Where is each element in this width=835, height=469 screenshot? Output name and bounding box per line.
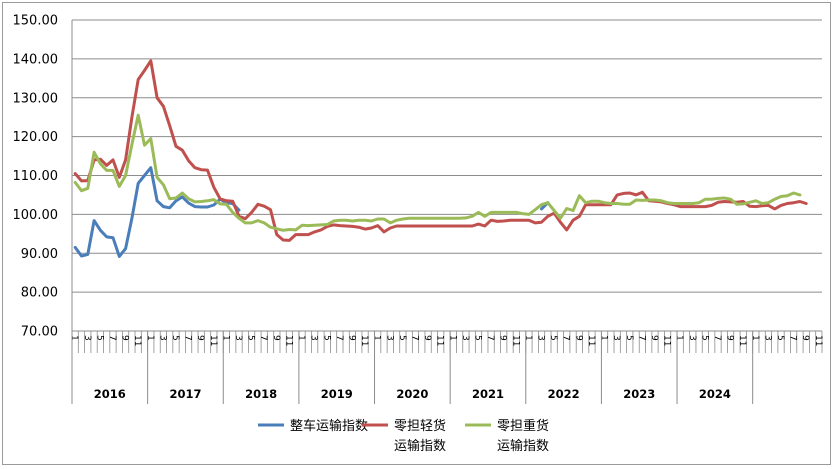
month-label: 9	[800, 335, 810, 341]
month-label: 11	[813, 335, 823, 346]
legend-label: 运输指数	[394, 438, 446, 454]
month-label: 7	[485, 335, 495, 341]
y-tick-label: 80.00	[21, 286, 58, 301]
month-label: 7	[183, 335, 193, 341]
month-label: 1	[599, 335, 609, 341]
month-label: 7	[636, 335, 646, 341]
month-label: 9	[195, 335, 205, 341]
legend-label: 整车运输指数	[290, 418, 368, 434]
series-line	[73, 166, 241, 258]
y-axis: 70.00 80.00 90.00 100.00 110.00 120.00 130.00 1…	[13, 14, 73, 340]
month-label: 9	[271, 335, 281, 341]
legend-label: 运输指数	[497, 438, 549, 454]
year-label: 2022	[548, 387, 580, 401]
series-lines	[73, 59, 808, 258]
month-label: 3	[460, 335, 470, 341]
year-label: 2018	[245, 387, 277, 401]
series-line	[73, 113, 802, 232]
month-label: 3	[233, 335, 243, 341]
month-label: 11	[359, 335, 369, 346]
legend-item: 整车运输指数	[258, 418, 368, 434]
month-label: 1	[69, 335, 79, 341]
month-label: 7	[409, 335, 419, 341]
month-label: 5	[170, 335, 180, 341]
month-label: 5	[624, 335, 634, 341]
month-label: 9	[573, 335, 583, 341]
month-label: 1	[220, 335, 230, 341]
month-label: 1	[523, 335, 533, 341]
month-label: 3	[762, 335, 772, 341]
month-label: 1	[674, 335, 684, 341]
year-label: 2016	[94, 387, 126, 401]
month-label: 9	[498, 335, 508, 341]
y-tick-label: 140.00	[13, 52, 59, 67]
month-label: 5	[473, 335, 483, 341]
series-3	[73, 113, 802, 232]
month-label: 5	[699, 335, 709, 341]
legend-label: 零担轻货	[394, 418, 446, 434]
month-label: 3	[611, 335, 621, 341]
month-label: 9	[422, 335, 432, 341]
y-tick-label: 120.00	[13, 130, 59, 145]
month-label: 1	[296, 335, 306, 341]
month-label: 3	[157, 335, 167, 341]
series-line	[73, 59, 808, 242]
y-tick-label: 150.00	[13, 14, 59, 29]
year-label: 2024	[699, 387, 731, 401]
month-label: 7	[712, 335, 722, 341]
month-label: 7	[561, 335, 571, 341]
month-label: 5	[397, 335, 407, 341]
month-label: 11	[662, 335, 672, 346]
month-label: 11	[737, 335, 747, 346]
y-tick-label: 130.00	[13, 91, 59, 106]
y-tick-label: 70.00	[21, 325, 58, 340]
month-label: 1	[372, 335, 382, 341]
month-label: 5	[246, 335, 256, 341]
month-label: 1	[447, 335, 457, 341]
month-label: 9	[346, 335, 356, 341]
y-tick-label: 110.00	[13, 169, 59, 184]
month-label: 9	[120, 335, 130, 341]
x-axis: 1 3 5 7 9 11 1 3 5 7 9 11 1 3 5 7 9 11 1 3 5 7 9 11 1 3 5 7 9 11 1 3 5 7 9…	[69, 330, 823, 404]
y-tick-label: 90.00	[21, 247, 58, 262]
year-label: 2019	[321, 387, 353, 401]
month-label: 11	[435, 335, 445, 346]
year-label: 2023	[623, 387, 655, 401]
year-label: 2020	[396, 387, 428, 401]
month-label: 7	[334, 335, 344, 341]
month-label: 9	[725, 335, 735, 341]
month-label: 7	[258, 335, 268, 341]
month-label: 11	[208, 335, 218, 346]
gridlines	[72, 19, 822, 332]
month-label: 3	[82, 335, 92, 341]
month-label: 11	[283, 335, 293, 346]
month-label: 9	[649, 335, 659, 341]
month-label: 3	[309, 335, 319, 341]
y-tick-label: 100.00	[13, 208, 59, 223]
month-label: 5	[548, 335, 558, 341]
month-label: 1	[750, 335, 760, 341]
month-label: 11	[132, 335, 142, 346]
month-label: 11	[510, 335, 520, 346]
month-label: 1	[145, 335, 155, 341]
month-label: 3	[687, 335, 697, 341]
year-label: 2021	[472, 387, 504, 401]
series-2	[73, 59, 808, 242]
month-label: 11	[586, 335, 596, 346]
legend-label: 零担重货	[497, 418, 549, 434]
month-label: 5	[775, 335, 785, 341]
month-label: 5	[321, 335, 331, 341]
month-label: 5	[94, 335, 104, 341]
month-label: 3	[536, 335, 546, 341]
month-label: 7	[788, 335, 798, 341]
month-label: 7	[107, 335, 117, 341]
year-label: 2017	[169, 387, 201, 401]
month-label: 3	[384, 335, 394, 341]
